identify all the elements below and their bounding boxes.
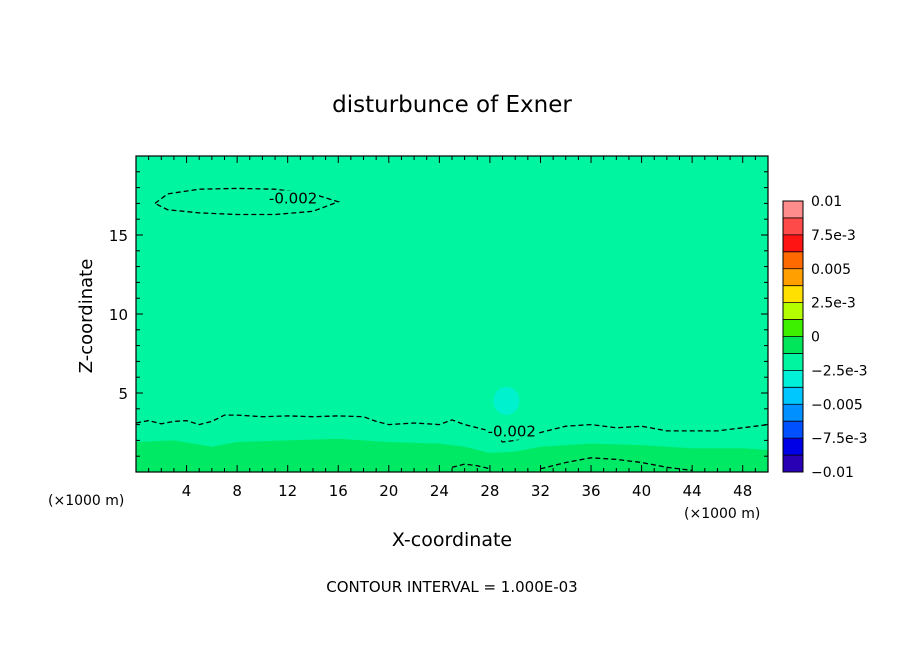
x-tick-label: 44 (683, 482, 702, 500)
x-axis-label: X-coordinate (392, 529, 512, 551)
contour-line (135, 414, 769, 443)
y-axis-label: Z-coordinate (76, 259, 97, 374)
x-tick-label: 8 (232, 482, 242, 500)
colorbar-segment (783, 336, 803, 354)
x-tick-label: 32 (531, 482, 550, 500)
negative-anomaly-patch (493, 386, 520, 415)
x-unit-left: (×1000 m) (48, 493, 124, 509)
colorbar-label: 0.01 (811, 194, 842, 210)
colorbar-segment (783, 268, 803, 287)
y-tick-label: 15 (109, 227, 128, 245)
colorbar-label: 0 (811, 330, 820, 346)
colorbar-segment (783, 217, 803, 236)
colorbar: 0.01 7.5e-3 0.005 2.5e-3 0 −2.5e-3 −0.005 −7.5e… (782, 194, 868, 481)
x-tick-label: 28 (480, 482, 499, 500)
chart-title: disturbunce of Exner (332, 92, 572, 118)
field-background (136, 156, 768, 472)
colorbar-segment (783, 319, 803, 337)
x-tick-label: 12 (278, 482, 297, 500)
colorbar-segment (783, 353, 803, 371)
y-tick-label: 5 (118, 385, 128, 403)
colorbar-label: 0.005 (811, 262, 851, 278)
colorbar-segment (783, 404, 803, 422)
colorbar-segment (783, 387, 803, 405)
colorbar-segment (783, 370, 803, 388)
colorbar-segment (783, 201, 803, 219)
colorbar-label: −7.5e-3 (811, 431, 868, 447)
colorbar-label: −2.5e-3 (811, 363, 868, 379)
low-level-band (136, 438, 768, 472)
colorbar-label: 2.5e-3 (811, 296, 856, 312)
colorbar-label: −0.01 (811, 465, 854, 481)
contour-line (154, 187, 341, 216)
contour-label-bg (485, 423, 538, 440)
contour-interval-note: CONTOUR INTERVAL = 1.000E-03 (326, 578, 577, 596)
x-tick-label: 36 (581, 482, 600, 500)
x-tick-label: 16 (329, 482, 348, 500)
colorbar-label: 7.5e-3 (811, 228, 856, 244)
contour-line (540, 457, 693, 472)
contour-line (451, 463, 491, 470)
y-tick-label: 10 (109, 306, 128, 324)
contour-label: -0.002 (488, 423, 536, 441)
x-tick-label: 24 (430, 482, 449, 500)
x-tick-label: 40 (632, 482, 651, 500)
x-tick-label: 4 (182, 482, 192, 500)
colorbar-segment (783, 438, 803, 456)
contour-label-bg (266, 190, 319, 207)
colorbar-segment (783, 421, 803, 439)
colorbar-segment (783, 285, 803, 304)
x-tick-label: 48 (733, 482, 752, 500)
colorbar-segment (783, 302, 803, 321)
colorbar-label: −0.005 (811, 397, 863, 413)
x-tick-label: 20 (379, 482, 398, 500)
colorbar-segment (783, 455, 803, 473)
x-unit-right: (×1000 m) (684, 506, 760, 522)
contour-label: -0.002 (269, 190, 317, 208)
colorbar-segment (783, 251, 803, 270)
colorbar-segment (783, 234, 803, 253)
